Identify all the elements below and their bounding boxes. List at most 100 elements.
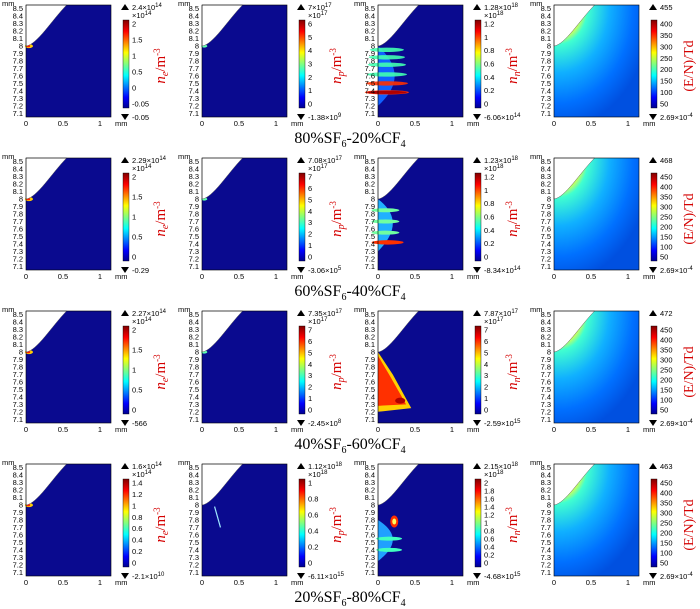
svg-text:nn/m-3: nn/m-3 <box>504 507 523 543</box>
axis-unit-label: mm <box>178 152 191 161</box>
max-marker-icon <box>121 310 129 316</box>
x-tick-label: 0 <box>200 119 204 128</box>
colorbar-tick-label: 0 <box>132 253 136 262</box>
x-tick-label: 0.5 <box>586 578 596 587</box>
colorbar-tick-label: 250 <box>660 519 673 528</box>
y-tick-label: 8.1 <box>13 187 23 196</box>
y-tick-label: 8.2 <box>541 180 551 189</box>
y-tick-label: 7.1 <box>13 109 23 118</box>
x-tick-label: 0 <box>376 119 380 128</box>
y-tick-label: 7.8 <box>13 363 23 372</box>
colorbar-exponent: ×1014 <box>132 317 152 326</box>
x-unit-label: mm <box>643 272 656 281</box>
y-tick-label: 7.8 <box>365 57 375 66</box>
y-tick-label: 7.2 <box>13 101 23 110</box>
colorbar-tick-label: 1 <box>484 186 488 195</box>
y-tick-label: 8.5 <box>541 4 551 13</box>
y-tick-label: 8.3 <box>541 325 551 334</box>
colorbar <box>122 172 130 262</box>
y-tick-label: 8.5 <box>365 4 375 13</box>
colorbar-tick-label: 0.2 <box>484 239 494 248</box>
colorbar-tick-label: 6 <box>308 184 312 193</box>
colorbar-tick-label: 0 <box>308 100 312 109</box>
colorbar-tick-label: 0 <box>132 406 136 415</box>
x-tick-label: 1 <box>450 578 454 587</box>
min-marker-icon <box>121 114 129 120</box>
colorbar-tick-label: 1.4 <box>132 479 142 488</box>
y-tick-label: 8.3 <box>189 19 199 28</box>
y-tick-label: 7.9 <box>541 508 551 517</box>
colorbar-max-value: 2.29×1014 <box>132 156 167 165</box>
x-unit-label: mm <box>115 425 128 434</box>
y-tick-label: 8.4 <box>189 12 199 21</box>
y-tick-label: 7.8 <box>189 57 199 66</box>
svg-text:nn/m-3: nn/m-3 <box>504 354 523 390</box>
colorbar-tick-label: 0.2 <box>132 547 142 556</box>
y-tick-label: 7.2 <box>189 560 199 569</box>
y-tick-label: 7.6 <box>365 530 375 539</box>
y-tick-label: 7.9 <box>13 508 23 517</box>
y-tick-label: 7.5 <box>13 538 23 547</box>
y-tick-label: 7.1 <box>13 568 23 577</box>
y-tick-label: 8.5 <box>13 4 23 13</box>
y-tick-label: 8.1 <box>189 493 199 502</box>
y-tick-label: 7.7 <box>541 523 551 532</box>
colorbar-tick-label: 100 <box>660 243 673 252</box>
colorbar-tick-label: 0.4 <box>132 536 142 545</box>
x-unit-label: mm <box>291 119 304 128</box>
colorbar-tick-label: 400 <box>660 20 673 29</box>
y-tick-label: 7.9 <box>13 202 23 211</box>
y-tick-label: 7.3 <box>13 247 23 256</box>
negative-ion-distribution <box>371 199 404 252</box>
y-tick-label: 7.4 <box>189 392 199 401</box>
colorbar-min-value: -6.11×1015 <box>308 572 345 581</box>
colorbar-exponent: ×1018 <box>308 470 328 479</box>
colorbar-tick-label: 0 <box>484 406 488 415</box>
x-tick-label: 0 <box>552 425 556 434</box>
plot-frame <box>201 463 288 577</box>
y-tick-label: 8.1 <box>189 187 199 196</box>
max-marker-icon <box>297 310 305 316</box>
y-tick-label: 7.1 <box>365 415 375 424</box>
y-tick-label: 8.2 <box>541 27 551 36</box>
colorbar-tick-label: 50 <box>660 406 668 415</box>
y-tick-label: 8.4 <box>541 471 551 480</box>
colorbar-tick-label: 150 <box>660 233 673 242</box>
colorbar-exponent: ×1014 <box>132 164 152 173</box>
y-tick-label: 7.6 <box>13 224 23 233</box>
x-tick-label: 0.5 <box>586 425 596 434</box>
colorbar-tick-label: 350 <box>660 193 673 202</box>
x-unit-label: mm <box>643 119 656 128</box>
x-unit-label: mm <box>291 425 304 434</box>
colorbar-tick-label: 1.6 <box>484 495 494 504</box>
y-tick-label: 7.6 <box>13 377 23 386</box>
y-tick-label: 7.7 <box>365 217 375 226</box>
colorbar-tick-label: 7 <box>308 326 312 335</box>
y-tick-label: 7.4 <box>13 86 23 95</box>
y-tick-label: 8.1 <box>13 493 23 502</box>
colorbar-tick-label: 150 <box>660 539 673 548</box>
colorbar-tick-label: 450 <box>660 326 673 335</box>
plot-frame <box>201 4 288 118</box>
plot-frame <box>201 310 288 424</box>
max-marker-icon <box>473 310 481 316</box>
x-tick-label: 0 <box>200 425 204 434</box>
y-tick-label: 7.3 <box>189 247 199 256</box>
colorbar-tick-label: 0.6 <box>132 524 142 533</box>
x-tick-label: 0 <box>376 425 380 434</box>
y-tick-label: 7.1 <box>541 568 551 577</box>
colorbar-tick-label: 100 <box>660 88 673 97</box>
colorbar-max-value: 472 <box>660 309 673 318</box>
plot-frame <box>553 4 640 118</box>
y-tick-label: 7.3 <box>189 94 199 103</box>
colorbar-tick-label: 4 <box>484 360 488 369</box>
colorbar-tick-label: 250 <box>660 54 673 63</box>
y-tick-label: 8 <box>19 501 23 510</box>
colorbar-tick-label: 200 <box>660 529 673 538</box>
y-tick-label: 8.4 <box>541 12 551 21</box>
y-tick-label: 8 <box>195 195 199 204</box>
colorbar-tick-label: 1 <box>484 394 488 403</box>
x-tick-label: 0.5 <box>58 272 68 281</box>
svg-text:ne/m-3: ne/m-3 <box>152 48 171 84</box>
colorbar-tick-label: 350 <box>660 346 673 355</box>
